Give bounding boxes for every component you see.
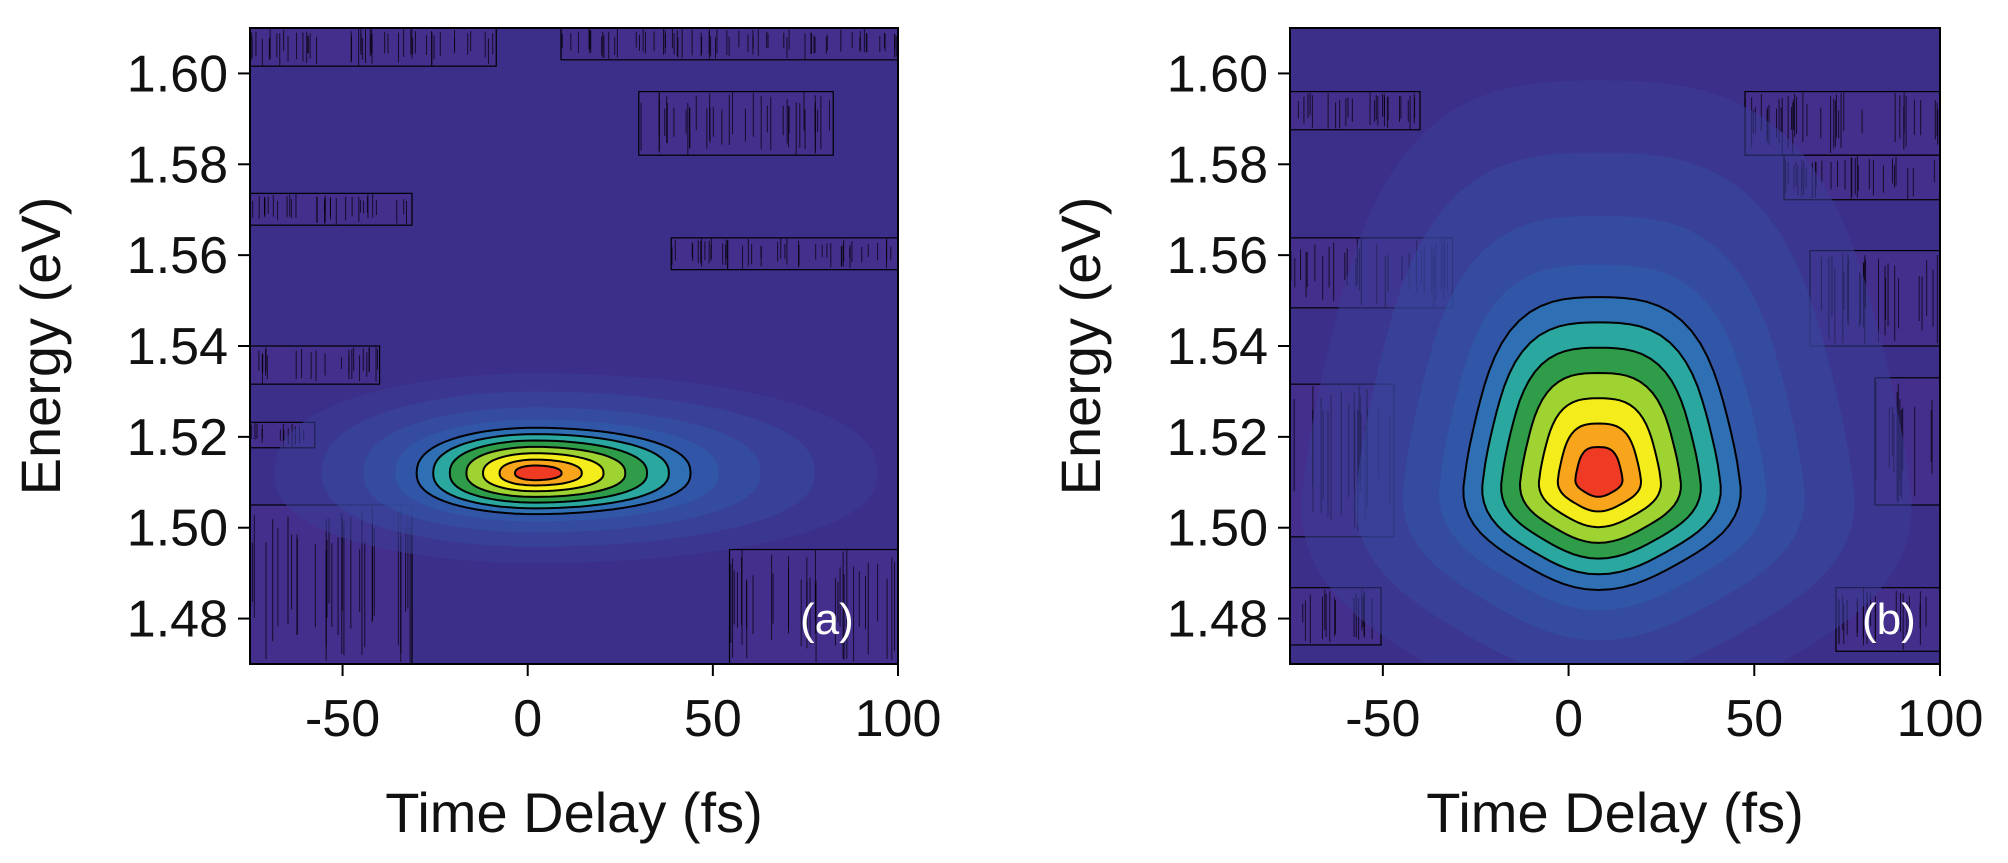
panel-b-contour-level <box>1574 445 1624 498</box>
panel-b-y-tick-label: 1.58 <box>1167 136 1268 194</box>
panel-a-y-tick-label: 1.52 <box>127 409 228 467</box>
panel-a-y-axis-title: Energy (eV) <box>9 197 72 496</box>
panel-a-noise-patch <box>250 28 497 67</box>
panel-b-y-tick-label: 1.52 <box>1167 409 1268 467</box>
panel-a-y-tick-label: 1.58 <box>127 136 228 194</box>
panel-b-noise-patch <box>1290 91 1420 130</box>
panel-a-x-axis-title: Time Delay (fs) <box>385 781 763 844</box>
panel-a-label: (a) <box>800 595 854 644</box>
panel-a-y-tick-label: 1.48 <box>127 591 228 649</box>
panel-b-x-axis: -50 0 50 100 <box>1345 664 1983 748</box>
panel-b-y-tick-label: 1.56 <box>1167 227 1268 285</box>
panel-b-y-tick-label: 1.50 <box>1167 500 1268 558</box>
panel-a-noise-outline <box>638 90 834 156</box>
panel-b-x-tick-label: 0 <box>1554 690 1583 748</box>
panel-a-noise-patch <box>250 346 380 385</box>
panel-a-contours <box>274 373 878 564</box>
panel-a-x-tick-label: 50 <box>684 690 742 748</box>
panel-a-x-tick-label: 100 <box>855 690 942 748</box>
panel-b-x-axis-title: Time Delay (fs) <box>1426 781 1804 844</box>
panel-a-x-tick-label: -50 <box>305 690 380 748</box>
panel-b-noise-outline <box>1290 90 1421 131</box>
panel-b-x-tick-label: -50 <box>1345 690 1420 748</box>
panel-a-noise-outline <box>250 192 413 226</box>
panel-a-noise-patch <box>638 91 834 156</box>
panel-a-y-axis: 1.48 1.50 1.52 1.54 1.56 1.58 1.60 <box>127 45 250 649</box>
panel-b-y-axis-title: Energy (eV) <box>1049 197 1112 496</box>
panel-a-y-tick-label: 1.54 <box>127 318 228 376</box>
panel-a-contour-level <box>513 464 563 482</box>
panel-b-contours <box>1301 80 1912 664</box>
panel-a: 1.48 1.50 1.52 1.54 1.56 1.58 1.60 -50 0 50 100 E… <box>9 27 941 844</box>
panel-a-y-tick-label: 1.60 <box>127 45 228 103</box>
panel-b-y-tick-label: 1.54 <box>1167 318 1268 376</box>
panel-a-noise-outline <box>250 345 381 385</box>
panel-b-x-tick-label: 100 <box>1897 690 1984 748</box>
panel-a-noise-outline <box>728 548 898 664</box>
panel-a-x-tick-label: 0 <box>513 690 542 748</box>
panel-b-label: (b) <box>1862 595 1916 644</box>
panel-a-y-tick-label: 1.56 <box>127 227 228 285</box>
panel-b-y-axis: 1.48 1.50 1.52 1.54 1.56 1.58 1.60 <box>1167 45 1290 649</box>
panel-b-y-tick-label: 1.48 <box>1167 591 1268 649</box>
panel-b-y-tick-label: 1.60 <box>1167 45 1268 103</box>
panel-a-noise-patch <box>729 549 898 664</box>
panel-b-x-tick-label: 50 <box>1725 690 1783 748</box>
panel-a-noise-outline <box>670 237 898 271</box>
panel-b: 1.48 1.50 1.52 1.54 1.56 1.58 1.60 -50 0 50 100 E… <box>1049 27 1983 844</box>
panel-a-noise-outline <box>250 28 497 67</box>
panel-a-y-tick-label: 1.50 <box>127 500 228 558</box>
panel-a-x-axis: -50 0 50 100 <box>305 664 941 748</box>
